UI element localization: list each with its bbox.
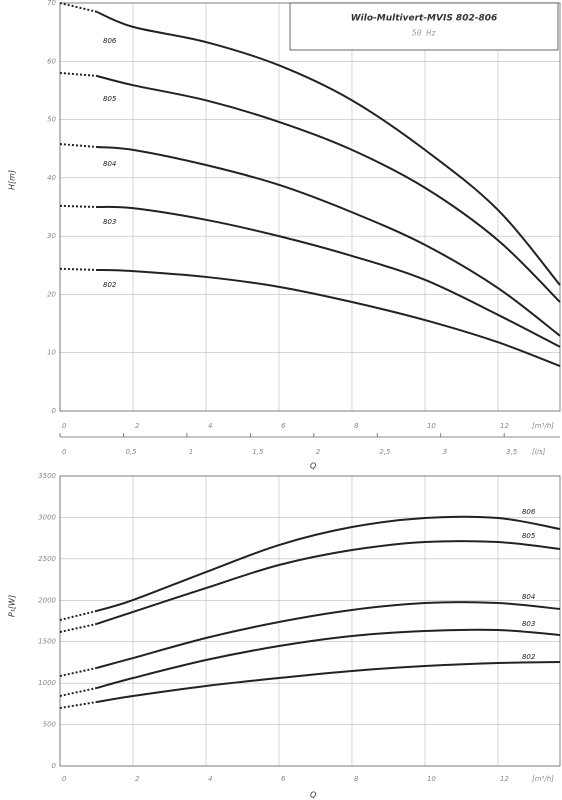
curve-dotted [59,610,97,621]
curve-dotted [59,667,97,677]
series-label: 804 [522,593,535,601]
x2-tick-label: 3 [443,448,447,456]
series-label: 806 [522,508,536,516]
plot-frame [59,2,561,412]
chart-subtitle: 50 Hz [412,29,436,38]
curve [96,628,561,689]
x2-tick-label: 3,5 [506,448,518,456]
x-tick-label: 8 [354,422,359,430]
curve-dotted [59,143,97,148]
x-tick-label: 8 [354,775,359,783]
title-box [289,2,559,51]
series-label: 805 [103,95,117,103]
curve [96,74,561,303]
curve-dotted [59,2,97,13]
y-tick-label: 2000 [38,596,56,604]
curve [96,205,561,348]
y-tick-label: 1500 [38,638,56,646]
series-label: 802 [103,281,117,289]
x-tick-label: 12 [500,775,509,783]
x2-tick-label: 0 [62,448,67,456]
curve [96,661,561,704]
y-tick-label: 60 [47,57,56,65]
chart-title: Wilo-Multivert-MVIS 802-806 [351,14,498,24]
series-label: 805 [522,532,536,540]
x2-tick-label: 1 [189,448,193,456]
curve-dotted [59,687,97,697]
x-axis-label: Q [310,462,316,471]
x2-tick-label: 0,5 [125,448,137,456]
x2-tick-label: 1,5 [252,448,264,456]
y-tick-label: 40 [47,174,56,182]
x-tick-label: 4 [208,422,212,430]
series-label: 802 [522,653,536,661]
x-tick-label: 4 [208,775,212,783]
y-tick-label: 70 [47,0,56,7]
y-tick-label: 0 [52,762,57,770]
y-axis-label: H[m] [8,170,17,190]
curve-dotted [59,701,97,709]
x-tick-label: 0 [62,775,67,783]
x-unit: [m³/h] [532,775,554,783]
x-unit: [m³/h] [532,422,554,430]
x2-tick-label: 2 [316,448,321,456]
y-tick-label: 50 [47,116,56,124]
y-tick-label: 0 [52,407,57,415]
x-tick-label: 0 [62,422,67,430]
x-tick-label: 2 [135,422,140,430]
y-tick-label: 500 [43,721,57,729]
y-tick-label: 3000 [38,513,56,521]
x-tick-label: 2 [135,775,140,783]
y-tick-label: 3500 [38,472,56,480]
curve [96,601,561,669]
curve [96,540,561,625]
curve [96,515,561,612]
y-axis-label: P₁[W] [8,595,17,617]
x-tick-label: 10 [427,422,436,430]
curve-dotted [59,267,97,271]
curve-dotted [59,71,97,77]
x2-tick-label: 2,5 [379,448,391,456]
curve-dotted [59,623,97,633]
x-axis-label: Q [310,791,316,800]
series-label: 803 [103,218,116,226]
y-tick-label: 2500 [38,555,56,563]
series-label: 806 [103,37,117,45]
curve-dotted [59,204,97,208]
series-label: 804 [103,160,116,168]
curve [96,145,561,337]
series-label: 803 [522,620,535,628]
x-tick-label: 6 [281,422,286,430]
y-tick-label: 30 [47,232,56,240]
x-tick-label: 6 [281,775,286,783]
curve [96,268,561,368]
curve [96,10,561,286]
x2-unit: [l/s] [532,448,546,456]
x-tick-label: 12 [500,422,509,430]
x-tick-label: 10 [427,775,436,783]
y-tick-label: 10 [47,349,56,357]
plot-frame [59,475,561,767]
y-tick-label: 1000 [38,679,56,687]
y-tick-label: 20 [47,290,56,298]
